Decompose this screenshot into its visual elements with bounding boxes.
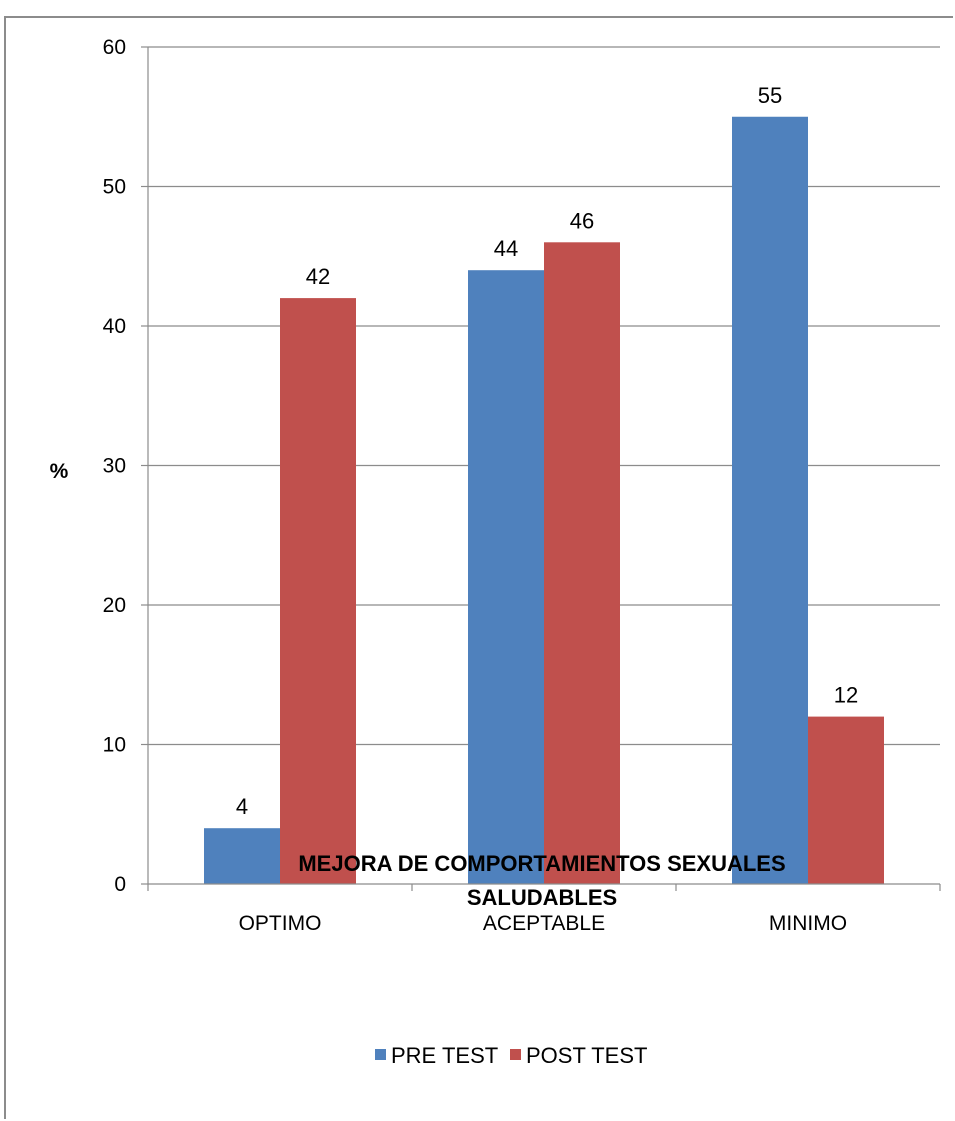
bar	[468, 270, 544, 884]
legend-swatch	[510, 1049, 521, 1060]
data-label: 42	[306, 264, 330, 289]
legend: PRE TEST POST TEST	[375, 1043, 647, 1068]
bars	[204, 116, 884, 885]
y-tick-label: 50	[103, 176, 126, 199]
y-tick-label: 10	[103, 734, 126, 757]
legend-swatch	[375, 1049, 386, 1060]
legend-label: POST TEST	[526, 1043, 647, 1068]
data-label: 44	[494, 236, 518, 261]
bar	[280, 298, 356, 885]
data-label: 55	[758, 83, 782, 108]
y-axis-label: %	[50, 460, 69, 483]
bar	[544, 242, 620, 885]
y-tick-label: 30	[103, 455, 126, 478]
x-axis: OPTIMO ACEPTABLE MINIMO	[147, 47, 941, 935]
y-tick-label: 0	[114, 873, 126, 896]
bar	[808, 716, 884, 884]
data-labels: 4 42 44 46 55 12	[236, 83, 858, 819]
x-tick-label: ACEPTABLE	[483, 912, 605, 935]
y-tick-label: 20	[103, 594, 126, 617]
x-axis-title-line-1: MEJORA DE COMPORTAMIENTOS SEXUALES	[298, 851, 785, 876]
y-tick-label: 40	[103, 315, 126, 338]
x-axis-title-line-2: SALUDABLES	[467, 885, 617, 910]
x-tick-label: OPTIMO	[239, 912, 322, 935]
legend-label: PRE TEST	[391, 1043, 498, 1068]
bar	[204, 828, 280, 884]
data-label: 46	[570, 208, 594, 233]
x-tick-label: MINIMO	[769, 912, 847, 935]
y-tick-label: 60	[103, 36, 126, 59]
data-label: 4	[236, 794, 248, 819]
bar	[732, 116, 808, 884]
y-axis-ticks: 0 10 20 30 40 50 60	[103, 36, 148, 896]
data-label: 12	[834, 683, 858, 708]
